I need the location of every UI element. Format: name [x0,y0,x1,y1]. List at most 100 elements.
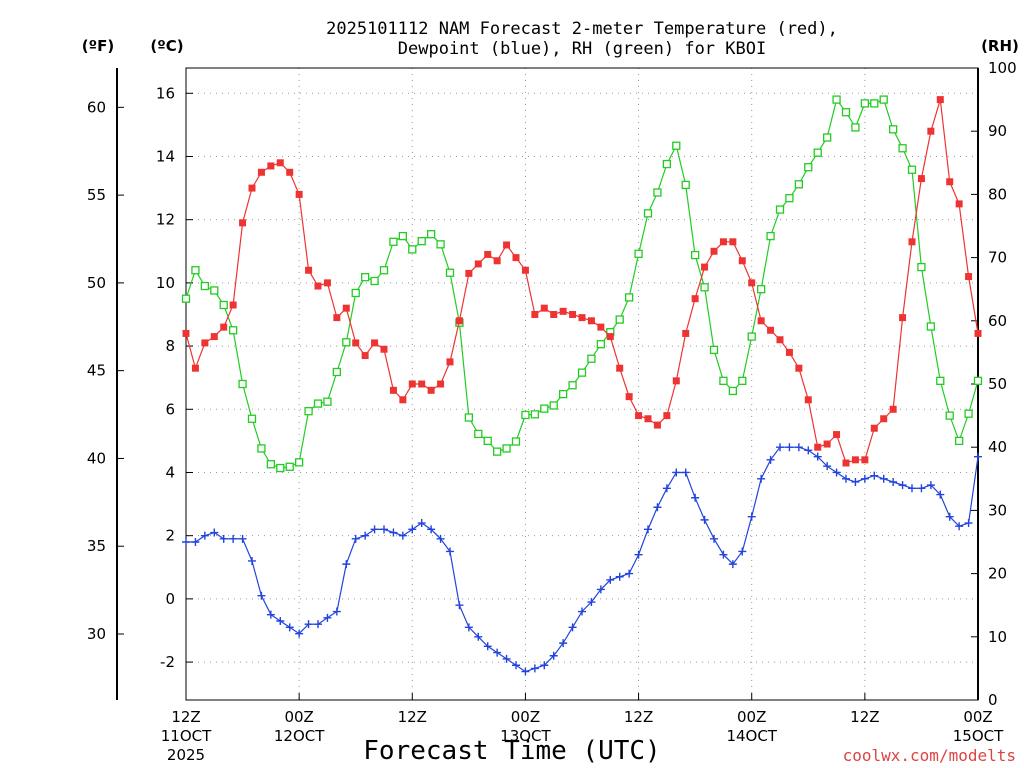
dewpoint-point [380,525,388,534]
rh-tick-label: 80 [988,185,1007,203]
temperature-point [465,269,473,277]
rh-point [794,180,804,189]
gridlines [185,68,979,700]
dewpoint-point [691,493,700,502]
dewpoint-point [785,443,794,452]
dewpoint-point [351,534,360,543]
temperature-point [965,273,973,281]
temperature-point [342,304,350,312]
temperature-point [738,257,746,265]
rh-axis-unit: (RH) [981,37,1019,55]
dewpoint-point [662,484,671,493]
dewpoint-point [295,629,304,638]
temperature-point [333,314,341,322]
dewpoint-point [860,474,869,483]
temperature-series [182,96,982,467]
dewpoint-point [776,443,784,452]
rh-point [549,401,558,410]
dewpoint-point [229,534,238,543]
temperature-point [191,364,199,372]
dewpoint-point [417,519,426,528]
dewpoint-point [210,528,219,537]
dewpoint-point [200,531,209,540]
rh-point [276,463,285,473]
x-tick-label-time: 00Z [963,708,992,726]
rh-point [436,240,445,249]
dewpoint-point [672,468,681,477]
rh-point [408,245,417,254]
temperature-point [880,415,888,423]
rh-point [596,340,606,349]
rh-point [926,322,936,331]
x-tick-label-date: 13OCT [500,727,551,745]
celsius-tick-label: 16 [156,84,175,102]
rh-point [662,159,672,169]
temperature-point [691,295,699,303]
x-axis-title: Forecast Time (UTC) [363,736,660,766]
rh-point [483,436,492,446]
dewpoint-point [879,474,888,483]
dewpoint-point [615,572,624,581]
dewpoint-point [766,455,775,464]
dewpoint-point [474,632,483,641]
rh-point [690,250,700,260]
rh-point [257,444,266,453]
dewpoint-point [549,651,558,660]
rh-point [822,133,832,142]
temperature-point [701,263,709,271]
rh-point [445,268,455,277]
rh-point [870,99,879,108]
rh-point [785,194,794,203]
dewpoint-point [530,664,539,673]
rh-point [389,237,398,246]
x-tick-label-time: 12Z [624,708,653,726]
rh-point [210,286,219,295]
dewpoint-point [219,534,228,543]
temperature-point [408,380,416,388]
temperature-point [201,339,209,347]
temperature-point [653,421,661,429]
credit-link[interactable]: coolwx.com/modelts [843,746,1016,765]
temperature-point [503,241,511,249]
rh-point [247,414,257,423]
dewpoint-point [436,534,445,543]
temperature-point [663,412,671,420]
rh-point [709,345,719,355]
rh-tick-label: 90 [988,122,1007,140]
fahrenheit-tick-label: 35 [87,537,106,555]
temperature-point [446,358,454,366]
temperature-point [851,456,859,464]
temperature-point [550,310,558,318]
rh-point [964,409,973,418]
rh-point [181,294,191,303]
dewpoint-point [587,598,596,607]
temperature-point [682,329,690,337]
x-tick-label-date: 14OCT [726,727,777,745]
dewpoint-series [182,443,982,676]
rh-point [502,444,511,453]
dewpoint-point [446,547,454,556]
fahrenheit-tick-label: 30 [87,625,106,643]
dewpoint-point [332,607,341,616]
dewpoint-point [804,446,813,455]
fahrenheit-axis-unit: (ºF) [82,37,114,55]
temperature-point [795,364,803,372]
temperature-point [257,168,265,176]
x-tick-label-year: 2025 [167,746,205,764]
celsius-tick-label: 0 [165,590,175,608]
temperature-point [427,386,435,394]
x-tick-label-time: 00Z [737,708,766,726]
dewpoint-point [964,519,973,528]
rh-point [200,281,210,291]
celsius-tick-label: 12 [156,211,175,229]
celsius-tick-label: 10 [156,274,175,292]
rh-point [360,273,370,282]
rh-point [888,125,898,134]
temperature-point [889,405,897,413]
rh-point [672,141,681,150]
dewpoint-point [823,462,832,471]
rh-point [634,249,643,258]
plot-frame [185,67,979,701]
dewpoint-point [653,503,662,512]
dewpoint-point [889,477,898,486]
